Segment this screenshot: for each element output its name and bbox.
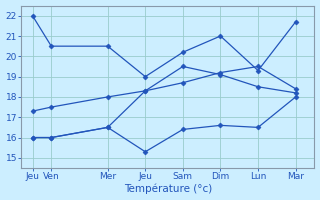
X-axis label: Température (°c): Température (°c) xyxy=(124,184,212,194)
